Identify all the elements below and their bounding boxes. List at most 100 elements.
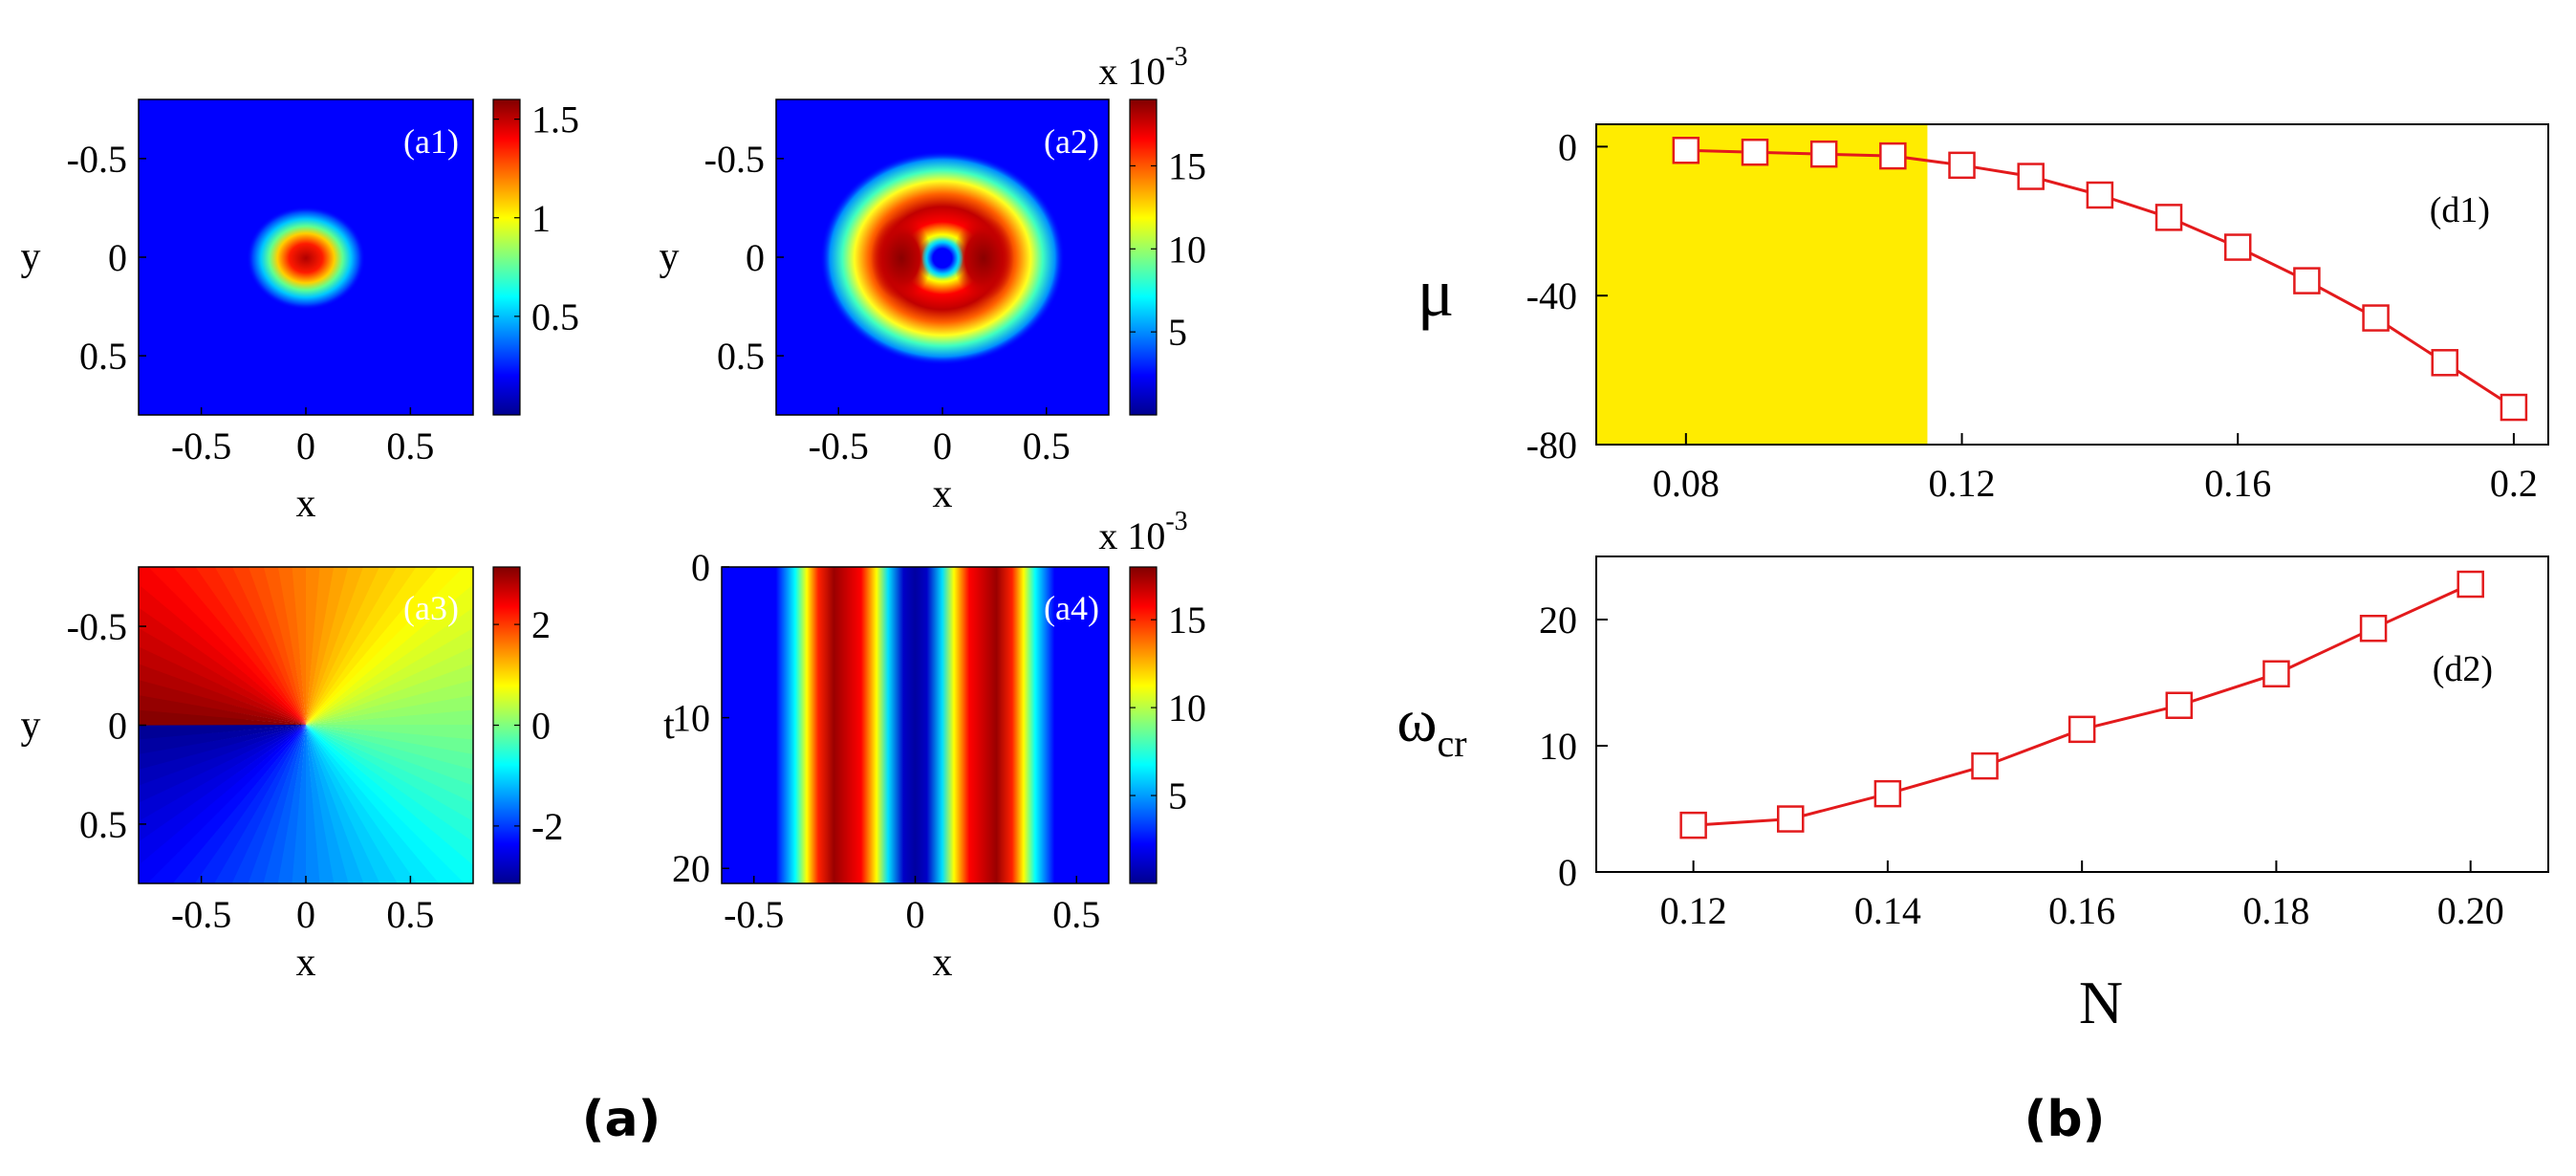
a3-phase-wedge bbox=[139, 567, 306, 725]
a3-x-tick-label: 0.5 bbox=[386, 893, 434, 936]
a2-x-ticks: -0.5 0 0.5 bbox=[809, 407, 1071, 468]
a4-y-axis-label: t bbox=[663, 704, 675, 748]
a2-y-axis-label: y bbox=[660, 235, 680, 279]
a3-phase-wedge bbox=[306, 725, 473, 803]
d1-ticks: 0.08 0.12 0.16 0.2 0 -40 -80 bbox=[1526, 125, 2538, 505]
d2-data-point bbox=[2067, 715, 2096, 744]
a3-phase-wedge bbox=[139, 627, 306, 725]
a4-y-tick-label: 10 bbox=[672, 697, 710, 740]
d1-data-point bbox=[2086, 181, 2114, 209]
d2-series-line bbox=[1693, 582, 2472, 827]
d2-data-point bbox=[1971, 751, 1999, 780]
a4-colorbar-ticks: 5 10 15 bbox=[1130, 599, 1206, 817]
a3-phase-wedge bbox=[306, 725, 473, 883]
a2-left-lobe bbox=[871, 216, 932, 300]
d1-data-point bbox=[2154, 204, 2183, 231]
a4-x-tick-label: 0 bbox=[906, 893, 925, 936]
a3-phase-wedge bbox=[306, 725, 473, 786]
a4-colorbar bbox=[1129, 566, 1158, 884]
a4-y-tick-label: 0 bbox=[691, 546, 710, 589]
d2-series bbox=[1679, 570, 2484, 839]
a2-x-tick-label: 0 bbox=[933, 425, 952, 468]
d2-frame bbox=[1595, 555, 2549, 873]
a1-x-ticks: -0.5 0 0.5 bbox=[171, 407, 434, 468]
d1-x-tick-label: 0.12 bbox=[1929, 462, 1996, 505]
a3-phase-wedge bbox=[139, 695, 306, 725]
a4-x-tick-label: -0.5 bbox=[724, 893, 784, 936]
a3-x-axis-label: x bbox=[296, 941, 316, 985]
a3-phase-wedge bbox=[139, 709, 306, 726]
a3-colorbar-tick-label: -2 bbox=[531, 805, 563, 848]
a1-y-tick-label: -0.5 bbox=[67, 138, 127, 181]
a3-phase-wedge bbox=[306, 567, 473, 725]
a3-phase-wedge bbox=[306, 567, 439, 725]
a2-y-ticks: -0.5 0 0.5 bbox=[704, 138, 784, 378]
a1-colorbar-ticks: 0.5 1 1.5 bbox=[493, 98, 579, 338]
a4-y-ticks: 0 10 20 bbox=[672, 546, 729, 890]
a3-phase-wedge bbox=[231, 725, 306, 883]
d2-data-point bbox=[1873, 779, 1902, 808]
a3-phase-wedge bbox=[306, 567, 364, 725]
a4-panel-label: (a4) bbox=[1044, 589, 1099, 627]
d1-data-point bbox=[1948, 151, 1976, 180]
a3-phase-wedge bbox=[139, 607, 306, 725]
a1-x-tick-label: 0 bbox=[296, 425, 315, 468]
a2-x-tick-label: 0.5 bbox=[1023, 425, 1071, 468]
d2-panel-label: (d2) bbox=[2433, 649, 2493, 689]
d1-panel-label: (d1) bbox=[2430, 190, 2490, 230]
d2-y-tick-label: 20 bbox=[1539, 599, 1577, 642]
a2-right-lobe bbox=[953, 216, 1014, 300]
a1-density-hump bbox=[247, 207, 365, 310]
d2-y-tick-label: 0 bbox=[1558, 851, 1577, 894]
d2-x-axis-label: N bbox=[2079, 969, 2123, 1036]
d1-data-point bbox=[1809, 140, 1838, 168]
d1-frame bbox=[1595, 123, 2549, 446]
d2-x-tick-label: 0.18 bbox=[2242, 889, 2309, 932]
a2-y-tick-label: 0 bbox=[746, 236, 765, 279]
d2-x-tick-label: 0.14 bbox=[1854, 889, 1921, 932]
a3-phase-wedge bbox=[306, 725, 473, 770]
d1-data-point bbox=[2223, 233, 2252, 261]
d1-y-tick-label: -40 bbox=[1526, 274, 1577, 317]
a3-phase-wedge bbox=[306, 725, 321, 883]
d1-data-point bbox=[2500, 393, 2528, 422]
d2-x-tick-label: 0.16 bbox=[2048, 889, 2115, 932]
a2-x-axis-label: x bbox=[933, 472, 953, 516]
d1-x-tick-label: 0.2 bbox=[2490, 462, 2538, 505]
a3-colorbar-tick-label: 0 bbox=[531, 705, 551, 748]
figure-label-right: (b) bbox=[2024, 1091, 2106, 1148]
a3-phase-wedge bbox=[139, 664, 306, 725]
d1-shaded-region bbox=[1596, 124, 1928, 445]
d2-x-tick-label: 0.20 bbox=[2437, 889, 2504, 932]
d1-data-point bbox=[2362, 304, 2390, 332]
a3-phase-wedge bbox=[306, 567, 335, 725]
a2-colorbar-exponent: x 10-3 bbox=[1098, 42, 1187, 93]
a3-phase-wedge bbox=[139, 646, 306, 725]
a3-phase-wedge bbox=[305, 567, 320, 725]
a2-vortex-core bbox=[921, 237, 963, 279]
a1-colorbar-tick-label: 1.5 bbox=[531, 98, 579, 142]
a3-phase-wedge bbox=[306, 724, 473, 740]
a3-phase-wedge bbox=[306, 567, 379, 725]
a1-panel-label: (a1) bbox=[403, 122, 459, 161]
a4-colorbar-tick-label: 10 bbox=[1168, 686, 1206, 730]
d2-data-point bbox=[1679, 811, 1707, 839]
a3-phase-wedge bbox=[306, 725, 473, 865]
a3-phase-wedge bbox=[147, 725, 306, 883]
a1-x-axis-label: x bbox=[296, 482, 316, 526]
a3-phase-wedge bbox=[139, 584, 306, 725]
a3-phase-wedge bbox=[139, 725, 306, 883]
d2-y-tick-label: 10 bbox=[1539, 725, 1577, 768]
a3-phase-wedge bbox=[248, 725, 306, 883]
a3-colorbar-tick-label: 2 bbox=[531, 603, 551, 646]
d1-data-point bbox=[2017, 163, 2045, 190]
a2-y-tick-label: 0.5 bbox=[717, 335, 765, 378]
a1-y-axis-label: y bbox=[21, 235, 41, 279]
a3-phase-wedge bbox=[214, 725, 306, 883]
a3-panel-label: (a3) bbox=[403, 589, 459, 627]
a2-colorbar-tick-label: 5 bbox=[1168, 311, 1187, 354]
a3-y-axis-label: y bbox=[21, 704, 41, 748]
a4-colorbar-tick-label: 5 bbox=[1168, 774, 1187, 817]
d1-data-point bbox=[1741, 138, 1769, 166]
a3-phase-wedge bbox=[292, 725, 307, 883]
